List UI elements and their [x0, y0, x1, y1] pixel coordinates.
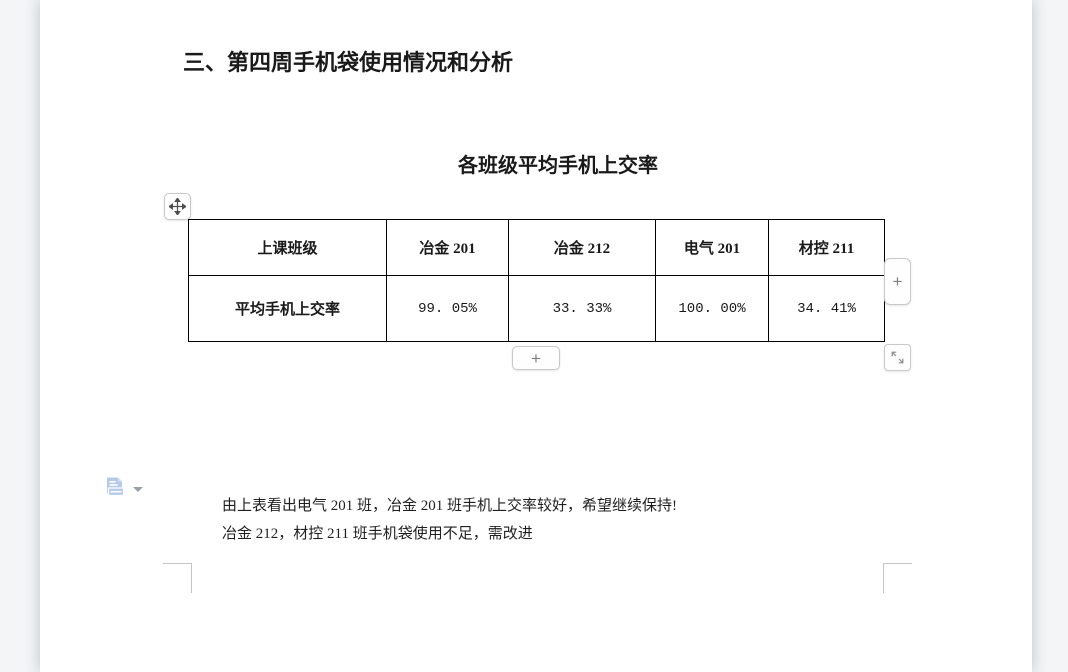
table-move-handle[interactable]: [164, 193, 191, 220]
move-icon: [169, 198, 186, 215]
plus-icon: +: [892, 272, 903, 291]
table-title[interactable]: 各班级平均手机上交率: [458, 155, 658, 177]
header-cell-class[interactable]: 上课班级: [188, 219, 387, 276]
value-cell-yejin201[interactable]: 99. 05%: [386, 275, 509, 342]
header-cell-yejin201[interactable]: 冶金 201: [386, 219, 509, 276]
add-column-button[interactable]: +: [884, 258, 911, 305]
paste-options-button[interactable]: [104, 476, 128, 500]
document-page[interactable]: 三、第四周手机袋使用情况和分析 各班级平均手机上交率: [40, 0, 1032, 672]
value-cell-dianqi201[interactable]: 100. 00%: [655, 275, 769, 342]
analysis-line-1[interactable]: 由上表看出电气 201 班，冶金 201 班手机上交率较好，希望继续保持!: [222, 498, 677, 514]
table-header-row: 上课班级 冶金 201 冶金 212 电气 201 材控 211: [188, 219, 885, 276]
header-cell-yejin212[interactable]: 冶金 212: [508, 219, 656, 276]
class-rate-table: 上课班级 冶金 201 冶金 212 电气 201 材控 211 平均手机上交率…: [188, 219, 885, 342]
row-label-cell[interactable]: 平均手机上交率: [188, 275, 387, 342]
value-cell-yejin212[interactable]: 33. 33%: [508, 275, 656, 342]
table-data-row: 平均手机上交率 99. 05% 33. 33% 100. 00% 34. 41%: [188, 275, 885, 342]
paste-options-icon: [107, 477, 125, 497]
margin-mark-bottom-left: [163, 563, 192, 593]
header-cell-caikong211[interactable]: 材控 211: [768, 219, 885, 276]
add-row-button[interactable]: +: [512, 346, 560, 370]
resize-diagonal-icon: [891, 351, 904, 364]
value-cell-caikong211[interactable]: 34. 41%: [768, 275, 885, 342]
analysis-paragraph[interactable]: 由上表看出电气 201 班，冶金 201 班手机上交率较好，希望继续保持! 冶金…: [222, 492, 677, 548]
plus-icon: +: [531, 348, 541, 368]
table-resize-handle[interactable]: [884, 344, 911, 371]
section-heading[interactable]: 三、第四周手机袋使用情况和分析: [183, 50, 514, 75]
chevron-down-icon: [133, 486, 143, 492]
paste-options-dropdown[interactable]: [130, 482, 146, 496]
header-cell-dianqi201[interactable]: 电气 201: [655, 219, 769, 276]
margin-mark-bottom-right: [883, 563, 912, 593]
analysis-line-2[interactable]: 冶金 212，材控 211 班手机袋使用不足，需改进: [222, 526, 533, 542]
